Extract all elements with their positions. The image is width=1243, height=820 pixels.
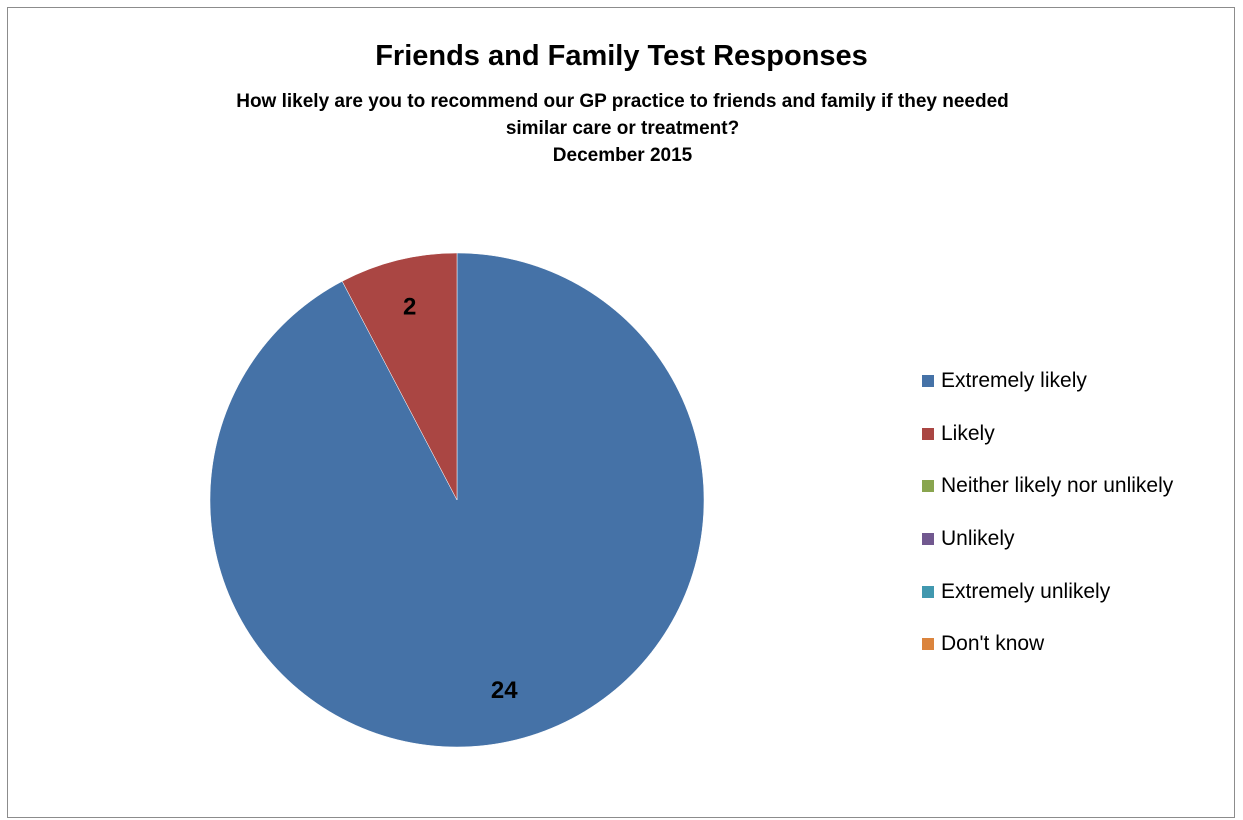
pie-data-labels: 24 2 xyxy=(403,293,518,704)
data-label-likely: 2 xyxy=(403,293,416,320)
legend-swatch xyxy=(922,480,934,493)
legend-item-neither: Neither likely nor unlikely xyxy=(922,460,1173,513)
legend-label: Unlikely xyxy=(941,527,1015,551)
legend-swatch xyxy=(922,375,934,388)
legend: Extremely likely Likely Neither likely n… xyxy=(922,355,1173,671)
subtitle-line-3: December 2015 xyxy=(552,145,693,166)
legend-item-dont-know: Don't know xyxy=(922,618,1173,671)
chart-title: Friends and Family Test Responses xyxy=(375,40,868,72)
legend-item-extremely-likely: Extremely likely xyxy=(922,355,1173,408)
legend-label: Don't know xyxy=(941,632,1045,656)
chart-subtitle: How likely are you to recommend our GP p… xyxy=(150,88,1095,169)
subtitle-line-1: How likely are you to recommend our GP p… xyxy=(236,91,1009,112)
pie-slice-likely xyxy=(341,252,458,501)
legend-swatch xyxy=(922,585,934,598)
legend-label: Extremely likely xyxy=(941,369,1087,393)
legend-swatch xyxy=(922,427,934,440)
legend-label: Neither likely nor unlikely xyxy=(941,474,1174,498)
legend-item-likely: Likely xyxy=(922,408,1173,461)
pie-slices xyxy=(209,252,705,748)
subtitle-line-2: similar care or treatment? xyxy=(505,118,740,139)
legend-swatch xyxy=(922,533,934,546)
legend-label: Likely xyxy=(941,421,995,445)
legend-item-unlikely: Unlikely xyxy=(922,513,1173,566)
legend-swatch xyxy=(922,638,934,651)
data-label-extremely-likely: 24 xyxy=(491,677,518,704)
legend-item-extremely-unlikely: Extremely unlikely xyxy=(922,565,1173,618)
legend-label: Extremely unlikely xyxy=(941,579,1111,603)
